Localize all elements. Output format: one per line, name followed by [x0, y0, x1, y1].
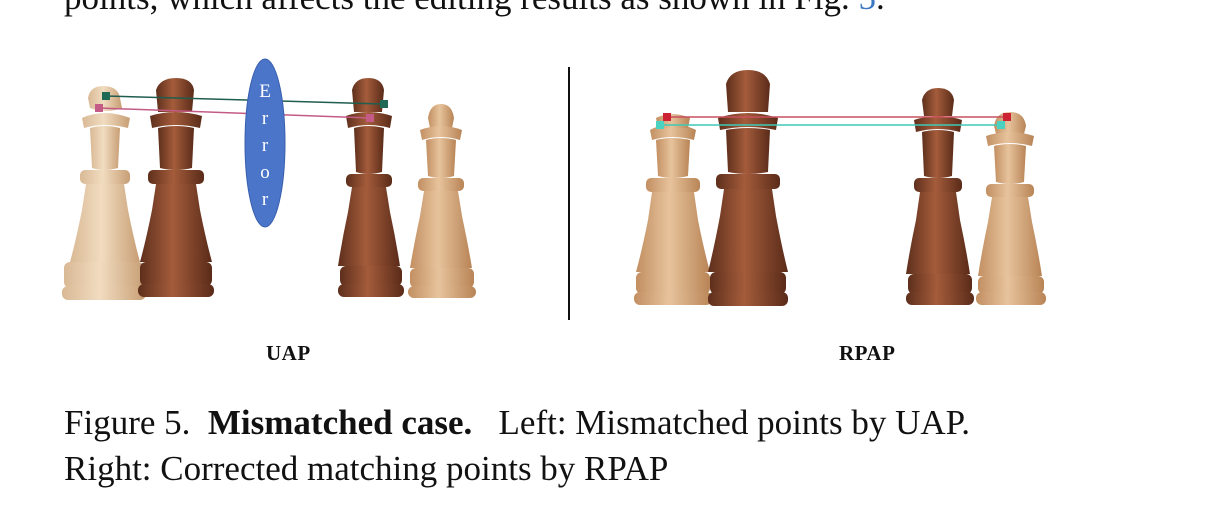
figure-caption: Figure 5. Mismatched case. Left: Mismatc…: [64, 400, 1184, 492]
right-panel-label: RPAP: [839, 341, 896, 365]
mismatch-line-green: [102, 92, 388, 108]
light-king-left: [62, 86, 146, 300]
left-panel-label: UAP: [266, 341, 311, 365]
light-king-right-panel: [634, 114, 712, 305]
error-letter: r: [262, 108, 269, 129]
error-letter: r: [262, 189, 269, 210]
preceding-text-line: points, which affects the editing result…: [64, 0, 885, 18]
match-line-red: [663, 113, 1011, 121]
error-letter: E: [259, 81, 271, 102]
caption-title: Mismatched case.: [207, 403, 473, 442]
dark-king-right-panel: [708, 70, 788, 306]
preceding-text-period: .: [876, 0, 885, 17]
figure-illustration: E r r o r: [62, 58, 1046, 306]
preceding-text: points, which affects the editing result…: [64, 0, 850, 17]
dark-king-left: [138, 78, 214, 297]
keypoint-marker: [380, 100, 388, 108]
keypoint-marker: [663, 113, 671, 121]
keypoint-marker: [366, 114, 374, 122]
caption-line-2: Right: Corrected matching points by RPAP: [64, 449, 669, 488]
keypoint-marker: [102, 92, 110, 100]
keypoint-marker: [997, 121, 1005, 129]
dark-king-right-small: [906, 88, 974, 305]
caption-figure-number: Figure 5.: [64, 403, 191, 442]
error-ellipse: E r r o r: [244, 58, 286, 228]
error-letter: o: [260, 162, 270, 183]
caption-left-description: Left: Mismatched points by UAP.: [498, 403, 971, 442]
panel-divider: [568, 67, 570, 320]
error-letter: r: [262, 135, 269, 156]
figure-reference-link[interactable]: 5: [859, 0, 877, 17]
keypoint-marker: [95, 104, 103, 112]
keypoint-marker: [656, 121, 664, 129]
light-queen-right-panel: [976, 112, 1046, 305]
dark-king-right: [338, 78, 404, 297]
match-line-cyan: [656, 121, 1005, 129]
light-queen-left: [408, 104, 476, 298]
caption-line-1: Figure 5. Mismatched case. Left: Mismatc…: [64, 400, 1184, 446]
figure-5: E r r o r: [62, 58, 1046, 365]
mismatch-line-pink: [95, 104, 374, 122]
keypoint-marker: [1003, 113, 1011, 121]
